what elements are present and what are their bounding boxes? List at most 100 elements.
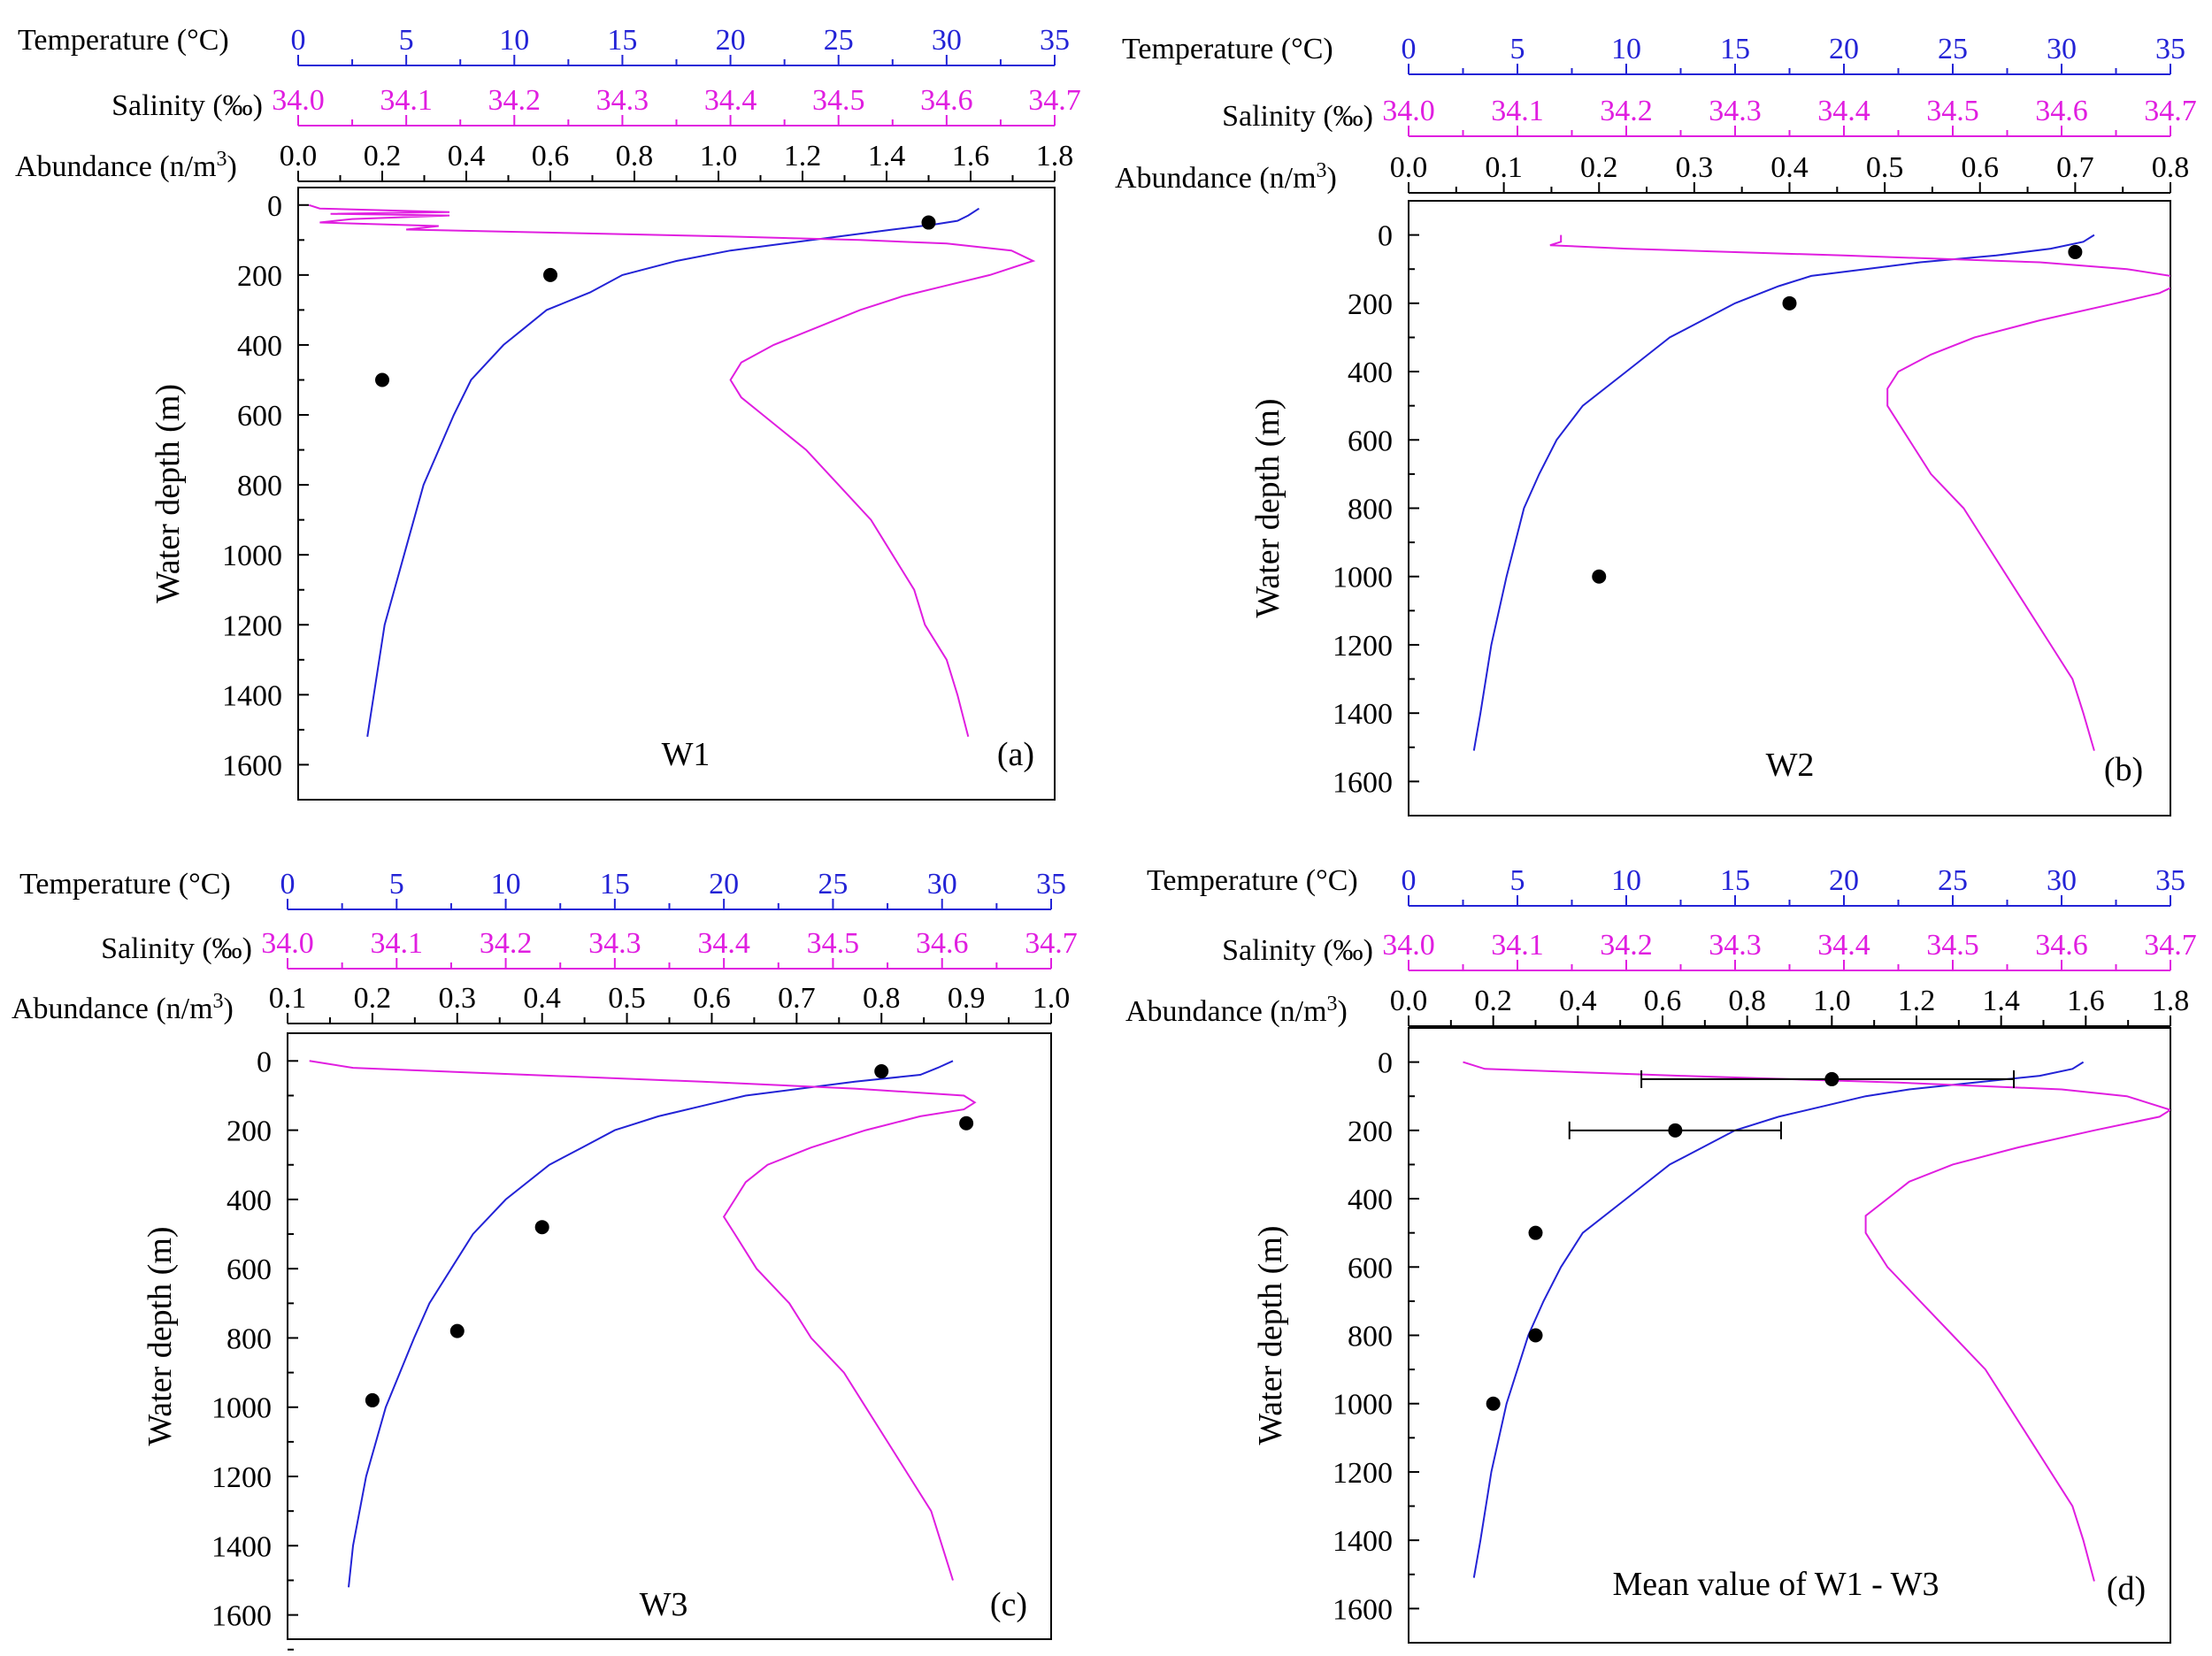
panel-label: (a) — [997, 736, 1034, 773]
temperature-tick-label: 30 — [932, 24, 962, 57]
salinity-tick-label: 34.5 — [1926, 95, 1979, 127]
salinity-profile-line — [308, 203, 1036, 738]
temperature-axis: 0 5 10 15 20 25 30 35 Temperature (°C) — [18, 24, 1070, 66]
depth-tick-label: 1400 — [211, 1530, 272, 1563]
depth-tick-label: 400 — [237, 330, 282, 363]
salinity-tick-label: 34.7 — [1028, 84, 1081, 117]
temperature-tick-label: 30 — [2047, 864, 2077, 897]
temperature-tick-label: 20 — [1829, 864, 1859, 897]
salinity-axis: 34.0 34.1 34.2 34.3 34.4 34.5 34.6 34.7 Salinity… — [1222, 95, 2197, 137]
depth-tick-label: 1600 — [1333, 766, 1393, 799]
station-label: Mean value of W1 - W3 — [1613, 1566, 1939, 1603]
temperature-axis-title: Temperature (°C) — [18, 24, 229, 57]
salinity-tick-label: 34.3 — [1709, 929, 1762, 962]
salinity-tick-label: 34.7 — [2144, 929, 2197, 962]
abundance-point — [1668, 1123, 1683, 1138]
abundance-point — [375, 372, 389, 387]
temperature-tick-label: 20 — [709, 868, 739, 901]
panel-label: (d) — [2107, 1570, 2146, 1607]
plot-frame — [1408, 200, 2171, 816]
salinity-tick-label: 34.4 — [1817, 929, 1870, 962]
depth-tick-label: 800 — [1348, 494, 1393, 526]
panel-label: (b) — [2104, 751, 2143, 788]
salinity-tick-label: 34.3 — [588, 927, 641, 960]
depth-axis: 0 200 400 600 800 1000 1200 1400 1600 Water depth… — [142, 1046, 298, 1651]
panel-label: (c) — [990, 1586, 1027, 1623]
abundance-tick-label: 0.2 — [1474, 985, 1512, 1017]
depth-tick-label: 600 — [227, 1254, 272, 1286]
abundance-tick-label: 0.0 — [1390, 151, 1428, 184]
abundance-tick-label: 0.5 — [608, 982, 646, 1015]
abundance-point — [1824, 1071, 1839, 1086]
salinity-tick-label: 34.1 — [380, 84, 433, 117]
temperature-tick-label: 30 — [2047, 33, 2077, 65]
salinity-tick-label: 34.4 — [704, 84, 757, 117]
abundance-point — [534, 1220, 549, 1235]
abundance-point — [2068, 244, 2083, 259]
temperature-axis-title: Temperature (°C) — [1147, 864, 1358, 897]
salinity-tick-label: 34.3 — [1709, 95, 1762, 127]
abundance-tick-label: 0.5 — [1866, 151, 1904, 184]
abundance-axis-title: Abundance (n/m3) — [15, 148, 237, 183]
depth-tick-label: 0 — [1378, 1047, 1393, 1080]
depth-tick-label: 200 — [1348, 288, 1393, 321]
temperature-tick-label: 0 — [280, 868, 296, 901]
depth-tick-label: 800 — [227, 1322, 272, 1355]
salinity-tick-label: 34.3 — [596, 84, 649, 117]
abundance-point — [1486, 1396, 1501, 1411]
abundance-tick-label: 1.4 — [868, 140, 906, 172]
salinity-tick-label: 34.5 — [807, 927, 860, 960]
abundance-tick-label: 1.8 — [1036, 140, 1074, 172]
abundance-tick-label: 0.6 — [532, 140, 570, 172]
abundance-tick-label: 0.3 — [439, 982, 477, 1015]
depth-tick-label: 400 — [1348, 1184, 1393, 1216]
salinity-tick-label: 34.0 — [1382, 929, 1435, 962]
salinity-tick-label: 34.6 — [916, 927, 969, 960]
plot-frame — [287, 1032, 1052, 1640]
depth-axis-title: Water depth (m) — [150, 384, 187, 603]
abundance-tick-label: 0.8 — [2152, 151, 2190, 184]
temperature-profile-line — [1472, 234, 2095, 751]
depth-tick-label: 200 — [227, 1116, 272, 1148]
depth-tick-label: 1200 — [1333, 630, 1393, 663]
abundance-tick-label: 0.2 — [1580, 151, 1618, 184]
plot-area — [308, 203, 1036, 738]
abundance-point — [365, 1392, 380, 1407]
temperature-tick-label: 25 — [1938, 864, 1968, 897]
temperature-profile-line — [348, 1060, 954, 1588]
temperature-tick-label: 10 — [491, 868, 521, 901]
temperature-axis-title: Temperature (°C) — [1122, 33, 1333, 65]
depth-axis: 0 200 400 600 800 1000 1200 1400 1600 Water depth… — [150, 190, 309, 801]
depth-tick-label: 1600 — [222, 749, 282, 782]
temperature-tick-label: 20 — [716, 24, 746, 57]
abundance-tick-label: 0.9 — [948, 982, 986, 1015]
depth-tick-label: 1400 — [1333, 698, 1393, 731]
depth-tick-label: 1000 — [222, 540, 282, 572]
salinity-profile-line — [1463, 1061, 2170, 1582]
abundance-point — [1528, 1225, 1543, 1240]
salinity-tick-label: 34.1 — [1491, 929, 1544, 962]
salinity-tick-label: 34.0 — [261, 927, 314, 960]
salinity-tick-label: 34.0 — [1382, 95, 1435, 127]
depth-axis-title: Water depth (m) — [1252, 1225, 1289, 1445]
salinity-tick-label: 34.4 — [1817, 95, 1870, 127]
salinity-tick-label: 34.5 — [1926, 929, 1979, 962]
salinity-axis-title: Salinity (‰) — [101, 932, 252, 965]
abundance-tick-label: 0.7 — [778, 982, 816, 1015]
depth-tick-label: 600 — [1348, 1252, 1393, 1284]
depth-tick-label: 0 — [1378, 220, 1393, 253]
abundance-point — [1782, 295, 1797, 310]
depth-tick-label: 200 — [237, 260, 282, 293]
salinity-tick-label: 34.7 — [2144, 95, 2197, 127]
abundance-tick-label: 0.7 — [2056, 151, 2094, 184]
abundance-tick-label: 0.8 — [863, 982, 901, 1015]
depth-tick-label: 1000 — [211, 1392, 272, 1425]
abundance-point — [543, 267, 557, 282]
temperature-tick-label: 15 — [1720, 864, 1750, 897]
abundance-tick-label: 1.2 — [784, 140, 822, 172]
depth-tick-label: 1400 — [222, 679, 282, 712]
temperature-tick-label: 5 — [1510, 33, 1525, 65]
